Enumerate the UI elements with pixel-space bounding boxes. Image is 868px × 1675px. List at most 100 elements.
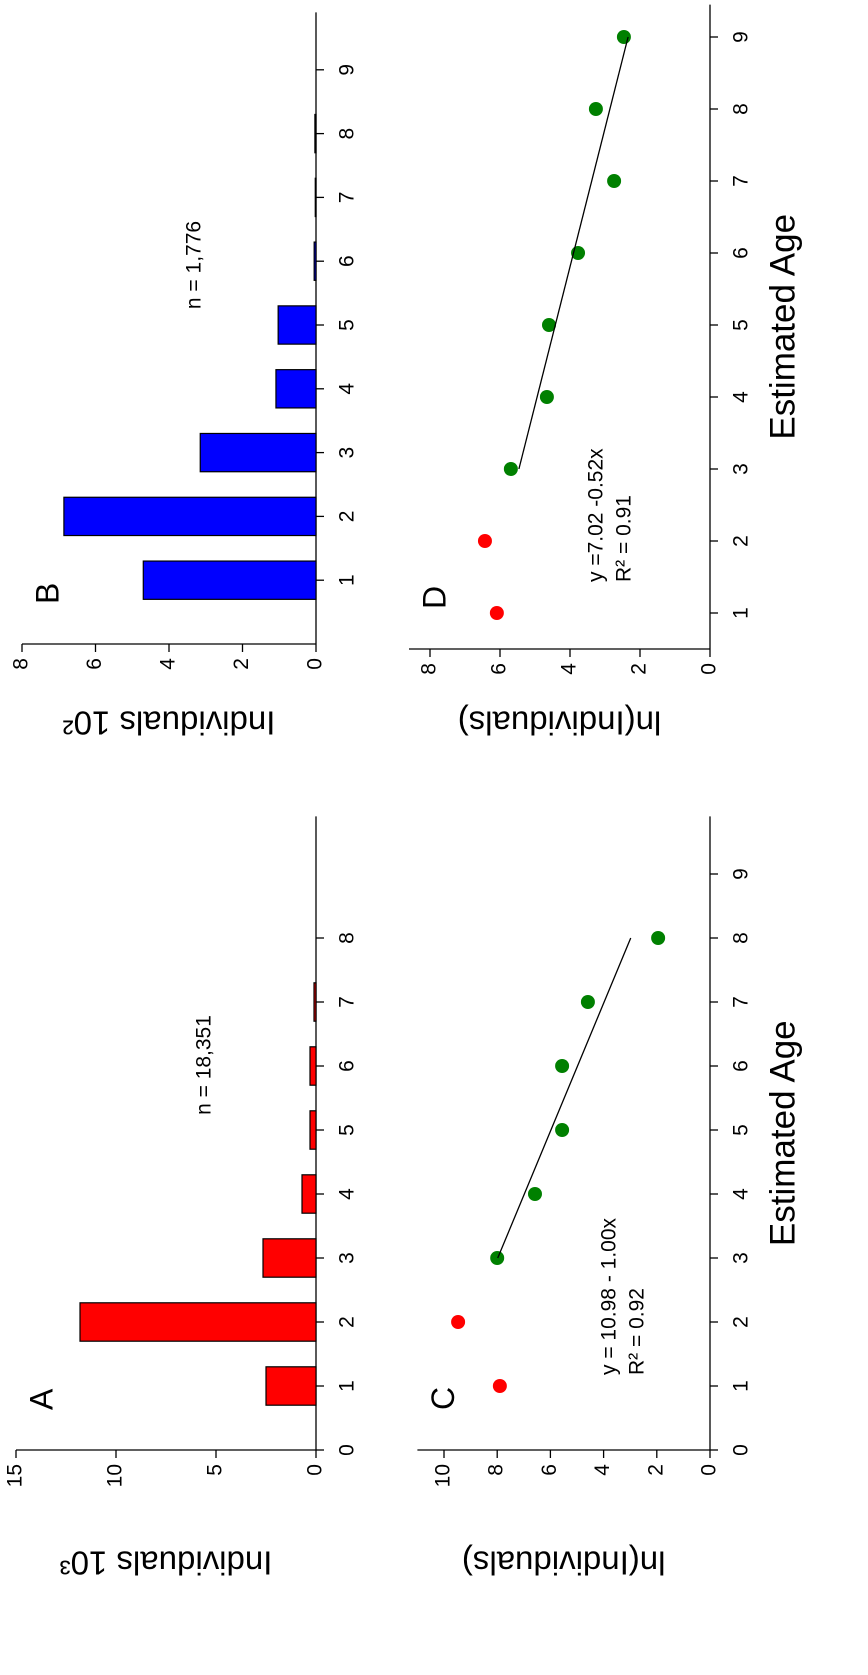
x-tick-label: 4 [336, 1188, 359, 1200]
x-tick-label: 7 [730, 996, 753, 1008]
x-tick-label: 7 [730, 175, 753, 187]
y-tick-label: 6 [83, 658, 106, 670]
y-tick-label: 4 [558, 663, 581, 675]
annotation: n = 18,351 [193, 1015, 216, 1115]
x-tick-label: 3 [730, 463, 753, 475]
point [489, 606, 504, 620]
y-axis-title: ln(Individuals) [458, 704, 662, 741]
y-tick-label: 6 [488, 663, 511, 675]
point [588, 102, 603, 116]
x-tick-label: 0 [336, 1444, 359, 1456]
point [542, 318, 556, 332]
bar [265, 1366, 317, 1406]
x-tick-label: 3 [336, 1252, 359, 1264]
bar [277, 305, 317, 345]
x-tick-label: 6 [730, 247, 753, 259]
x-tick-label: 1 [730, 1380, 753, 1392]
point [580, 995, 595, 1009]
x-tick-label: 2 [730, 535, 753, 547]
x-tick-label: 2 [336, 511, 359, 523]
point [490, 1251, 505, 1265]
bar [309, 1046, 317, 1086]
point [477, 534, 492, 548]
bar [79, 1302, 317, 1342]
equation: y =7.02 -0.52x [585, 448, 608, 582]
y-tick-label: 0 [698, 663, 721, 675]
x-tick-label: 6 [336, 255, 359, 267]
x-tick-label: 9 [730, 31, 753, 43]
point [555, 1123, 570, 1137]
fit-line [518, 36, 629, 470]
y-tick-label: 2 [644, 1464, 667, 1476]
panel-label: A [23, 1388, 59, 1410]
x-tick-label: 5 [730, 319, 753, 331]
x-tick-label: 7 [336, 192, 359, 204]
bar [301, 1174, 317, 1214]
x-tick-label: 3 [730, 1252, 753, 1264]
y-tick-label: 0 [304, 1464, 327, 1476]
point [503, 462, 518, 476]
bar [314, 113, 317, 154]
y-tick-label: 10 [432, 1464, 455, 1487]
panel-label: D [416, 586, 452, 609]
y-tick-label: 0 [698, 1464, 721, 1476]
point [651, 931, 666, 945]
annotation: n = 1,776 [183, 221, 206, 309]
y-tick-label: 8 [485, 1464, 508, 1476]
x-tick-label: 7 [336, 996, 359, 1008]
x-tick-label: 6 [730, 1060, 753, 1072]
bar [63, 496, 317, 537]
x-axis-title: Estimated Age [763, 1020, 802, 1246]
x-tick-label: 9 [336, 64, 359, 76]
y-tick-label: 4 [591, 1464, 614, 1476]
y-axis-title: Individuals 10³ [60, 1544, 273, 1581]
x-tick-label: 4 [730, 391, 753, 403]
bar [275, 369, 317, 409]
x-tick-label: 2 [730, 1316, 753, 1328]
point [527, 1187, 542, 1201]
y-tick-label: 0 [304, 658, 327, 670]
x-tick-label: 6 [336, 1060, 359, 1072]
y-axis-title: Individuals 10² [63, 704, 276, 741]
y-tick-label: 5 [204, 1464, 227, 1476]
point [607, 174, 622, 188]
x-tick-label: 1 [730, 607, 753, 619]
bar [199, 432, 317, 473]
x-tick-label: 0 [730, 1444, 753, 1456]
point [555, 1059, 570, 1073]
y-tick-label: 10 [104, 1464, 127, 1487]
bar [313, 241, 317, 281]
y-tick-label: 8 [10, 658, 33, 670]
fit-line [497, 937, 632, 1259]
bar [313, 982, 317, 1022]
x-tick-label: 5 [336, 319, 359, 331]
y-tick-label: 2 [230, 658, 253, 670]
bar [262, 1238, 317, 1278]
bar [142, 560, 317, 600]
x-tick-label: 8 [336, 932, 359, 944]
point [616, 30, 631, 44]
y-tick-label: 6 [538, 1464, 561, 1476]
y-axis-title: ln(Individuals) [462, 1544, 666, 1581]
y-tick-label: 8 [418, 663, 441, 675]
x-tick-label: 4 [730, 1188, 753, 1200]
x-tick-label: 3 [336, 447, 359, 459]
bar [314, 177, 317, 218]
equation: R² = 0.92 [626, 1288, 649, 1375]
equation: y = 10.98 - 1.00x [598, 1217, 621, 1375]
x-tick-label: 8 [730, 932, 753, 944]
x-axis-title: Estimated Age [763, 214, 802, 440]
panel-label: C [425, 1387, 461, 1410]
x-tick-label: 1 [336, 1380, 359, 1392]
equation: R² = 0.91 [613, 495, 636, 582]
y-tick-label: 15 [4, 1464, 27, 1487]
y-tick-label: 4 [157, 658, 180, 670]
point [451, 1315, 466, 1329]
point [539, 390, 554, 404]
panel-label: B [29, 583, 65, 604]
x-tick-label: 5 [336, 1124, 359, 1136]
x-tick-label: 9 [730, 868, 753, 880]
bar [309, 1110, 317, 1150]
